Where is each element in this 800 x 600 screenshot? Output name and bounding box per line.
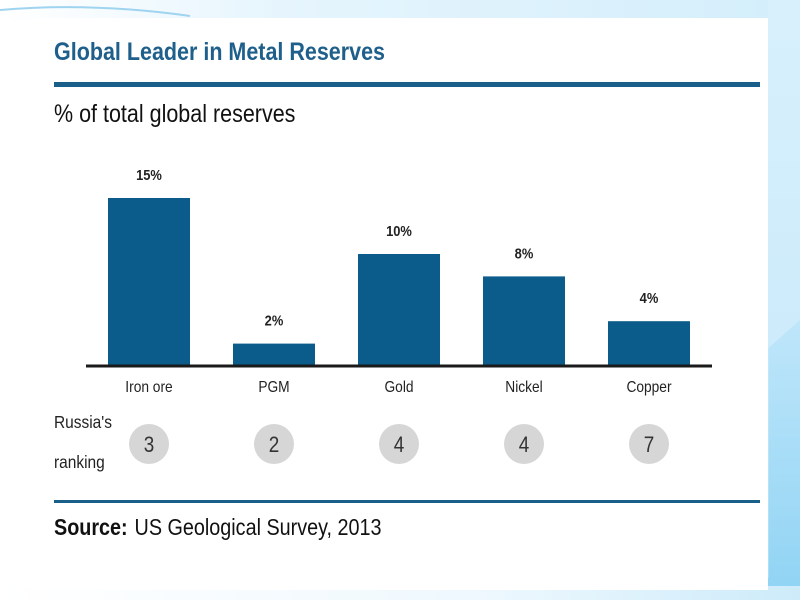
data-label: 4% (640, 289, 659, 306)
bar-iron-ore (108, 198, 190, 366)
source-divider (54, 500, 760, 503)
bars-group (108, 198, 690, 366)
rank-circle (629, 424, 669, 464)
bar-gold (358, 254, 440, 366)
rank-number: 2 (269, 433, 280, 458)
title-divider (54, 82, 760, 87)
rank-circle (254, 424, 294, 464)
chart-subtitle: % of total global reserves (54, 100, 296, 128)
data-label: 10% (386, 222, 412, 239)
chart-card: Global Leader in Metal Reserves % of tot… (30, 18, 768, 590)
rank-number: 3 (144, 433, 155, 458)
rank-number: 4 (394, 433, 405, 458)
bar-copper (608, 321, 690, 366)
source-label: Source: (54, 514, 128, 540)
source-line: Source: US Geological Survey, 2013 (54, 514, 382, 541)
bar-nickel (483, 276, 565, 366)
chart-title: Global Leader in Metal Reserves (54, 38, 386, 66)
ranking-group: 3 2 4 4 7 (129, 424, 669, 464)
source-text: US Geological Survey, 2013 (134, 514, 382, 540)
ranking-label-line-1: Russia's (54, 412, 112, 432)
tick-label: Iron ore (125, 378, 172, 396)
rank-number: 7 (644, 433, 655, 458)
bar-chart: 15%Iron ore2%PGM10%Gold8%Nickel4%Copper … (54, 166, 712, 472)
slide-swoosh-decoration (0, 6, 191, 17)
tick-label: Gold (384, 378, 413, 396)
data-label: 2% (265, 312, 284, 329)
rank-circle (129, 424, 169, 464)
labels-group: 15% Iron ore 2% PGM 10% Gold 8% Nickel 4% Copper (125, 166, 671, 396)
rank-circle (379, 424, 419, 464)
data-label: 8% (515, 244, 534, 261)
ranking-label-line-2: ranking (54, 452, 105, 472)
rank-circle (504, 424, 544, 464)
slide-top-band (0, 0, 800, 20)
data-label: 15% (136, 166, 162, 183)
tick-label: PGM (258, 378, 289, 396)
bar-pgm (233, 343, 315, 366)
tick-label: Copper (626, 378, 671, 396)
tick-label: Nickel (505, 378, 542, 396)
rank-number: 4 (519, 433, 530, 458)
